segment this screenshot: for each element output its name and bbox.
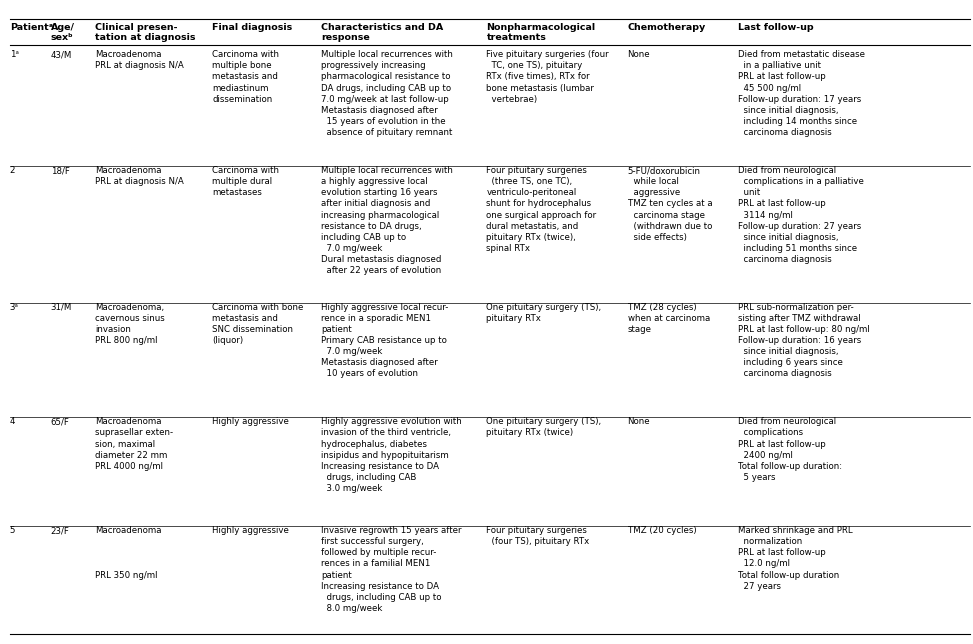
- Text: Chemotherapy: Chemotherapy: [628, 23, 705, 32]
- Text: Macroadenoma



PRL 350 ng/ml: Macroadenoma PRL 350 ng/ml: [95, 526, 162, 580]
- Text: Last follow-up: Last follow-up: [738, 23, 813, 32]
- Text: Final diagnosis: Final diagnosis: [212, 23, 292, 32]
- Text: Multiple local recurrences with
a highly aggressive local
evolution starting 16 : Multiple local recurrences with a highly…: [321, 166, 453, 275]
- Text: Five pituitary surgeries (four
  TC, one TS), pituitary
RTx (five times), RTx fo: Five pituitary surgeries (four TC, one T…: [486, 50, 609, 104]
- Text: Macroadenoma
PRL at diagnosis N/A: Macroadenoma PRL at diagnosis N/A: [95, 166, 184, 186]
- Text: 5: 5: [10, 526, 16, 535]
- Text: None: None: [628, 50, 650, 59]
- Text: Died from neurological
  complications
PRL at last follow-up
  2400 ng/ml
Total : Died from neurological complications PRL…: [738, 417, 842, 482]
- Text: 43/M: 43/M: [51, 50, 72, 59]
- Text: Macroadenoma,
cavernous sinus
invasion
PRL 800 ng/ml: Macroadenoma, cavernous sinus invasion P…: [95, 303, 165, 345]
- Text: Four pituitary surgeries
  (three TS, one TC),
ventriculo-peritoneal
shunt for h: Four pituitary surgeries (three TS, one …: [486, 166, 596, 253]
- Text: Highly aggressive: Highly aggressive: [212, 526, 289, 535]
- Text: Died from metastatic disease
  in a palliative unit
PRL at last follow-up
  45 5: Died from metastatic disease in a pallia…: [738, 50, 865, 137]
- Text: One pituitary surgery (TS),
pituitary RTx: One pituitary surgery (TS), pituitary RT…: [486, 303, 601, 323]
- Text: 18/F: 18/F: [51, 166, 69, 175]
- Text: Highly aggressive evolution with
invasion of the third ventricle,
hydrocephalus,: Highly aggressive evolution with invasio…: [321, 417, 462, 493]
- Text: Died from neurological
  complications in a palliative
  unit
PRL at last follow: Died from neurological complications in …: [738, 166, 863, 264]
- Text: TMZ (20 cycles): TMZ (20 cycles): [628, 526, 697, 535]
- Text: Nonpharmacological
treatments: Nonpharmacological treatments: [486, 23, 595, 43]
- Text: Carcinoma with
multiple bone
metastasis and
mediastinum
dissemination: Carcinoma with multiple bone metastasis …: [212, 50, 279, 104]
- Text: 1ᵃ: 1ᵃ: [10, 50, 18, 59]
- Text: Clinical presen-
tation at diagnosis: Clinical presen- tation at diagnosis: [95, 23, 196, 43]
- Text: Multiple local recurrences with
progressively increasing
pharmacological resista: Multiple local recurrences with progress…: [321, 50, 453, 137]
- Text: Highly aggressive: Highly aggressive: [212, 417, 289, 426]
- Text: Patientᵃ: Patientᵃ: [10, 23, 53, 32]
- Text: Macroadenoma
PRL at diagnosis N/A: Macroadenoma PRL at diagnosis N/A: [95, 50, 184, 70]
- Text: 23/F: 23/F: [51, 526, 69, 535]
- Text: Carcinoma with bone
metastasis and
SNC dissemination
(liquor): Carcinoma with bone metastasis and SNC d…: [212, 303, 304, 345]
- Text: Four pituitary surgeries
  (four TS), pituitary RTx: Four pituitary surgeries (four TS), pitu…: [486, 526, 590, 546]
- Text: Characteristics and DA
response: Characteristics and DA response: [321, 23, 444, 43]
- Text: PRL sub-normalization per-
sisting after TMZ withdrawal
PRL at last follow-up: 8: PRL sub-normalization per- sisting after…: [738, 303, 869, 378]
- Text: Highly aggressive local recur-
rence in a sporadic MEN1
patient
Primary CAB resi: Highly aggressive local recur- rence in …: [321, 303, 449, 378]
- Text: 4: 4: [10, 417, 16, 426]
- Text: Age/
sexᵇ: Age/ sexᵇ: [51, 23, 75, 43]
- Text: Macroadenoma
suprasellar exten-
sion, maximal
diameter 22 mm
PRL 4000 ng/ml: Macroadenoma suprasellar exten- sion, ma…: [95, 417, 173, 471]
- Text: Carcinoma with
multiple dural
metastases: Carcinoma with multiple dural metastases: [212, 166, 279, 197]
- Text: 2: 2: [10, 166, 16, 175]
- Text: TMZ (28 cycles)
when at carcinoma
stage: TMZ (28 cycles) when at carcinoma stage: [628, 303, 710, 334]
- Text: Invasive regrowth 15 years after
first successful surgery,
followed by multiple : Invasive regrowth 15 years after first s…: [321, 526, 461, 613]
- Text: 65/F: 65/F: [51, 417, 69, 426]
- Text: None: None: [628, 417, 650, 426]
- Text: One pituitary surgery (TS),
pituitary RTx (twice): One pituitary surgery (TS), pituitary RT…: [486, 417, 601, 437]
- Text: 5-FU/doxorubicin
  while local
  aggressive
TMZ ten cycles at a
  carcinoma stag: 5-FU/doxorubicin while local aggressive …: [628, 166, 712, 242]
- Text: 31/M: 31/M: [51, 303, 72, 312]
- Text: 3ᵃ: 3ᵃ: [10, 303, 18, 312]
- Text: Marked shrinkage and PRL
  normalization
PRL at last follow-up
  12.0 ng/ml
Tota: Marked shrinkage and PRL normalization P…: [738, 526, 852, 591]
